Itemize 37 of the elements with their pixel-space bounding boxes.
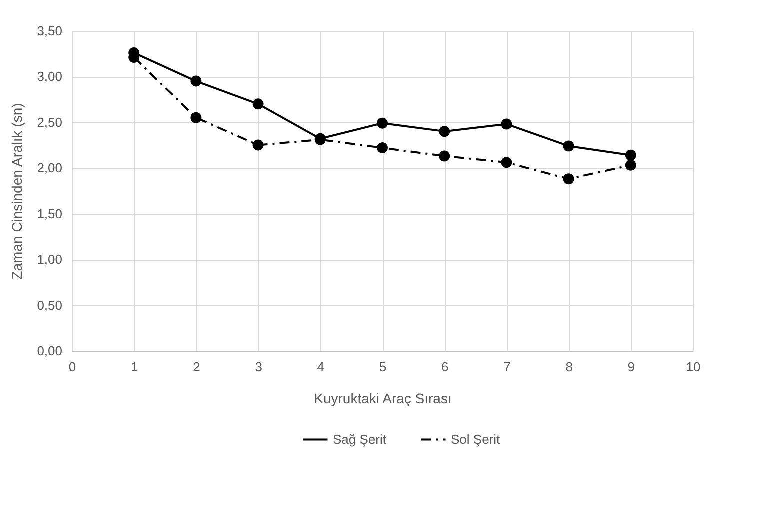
x-tick-label: 6 [441,360,449,374]
x-tick-label: 3 [255,360,262,374]
point [252,98,264,110]
y-tick-label: 3,50 [37,24,62,38]
y-axis-title: Zaman Cinsinden Aralık (sn) [9,103,26,280]
x-tick-label: 2 [193,360,200,374]
point [252,140,264,151]
legend-label: Sağ Şerit [333,432,387,447]
point [439,126,450,138]
x-tick-label: 1 [130,360,138,374]
point [625,160,636,171]
x-axis-title: Kuyruktaki Araç Sırası [314,390,452,406]
y-tick-label: 1,50 [37,206,62,222]
y-tick-label: 2,50 [37,114,62,130]
point [501,118,512,130]
x-tick-label: 10 [686,360,701,374]
point [190,112,202,124]
point [563,140,574,152]
point [439,150,450,162]
x-tick-label: 4 [317,360,325,374]
y-tick-label: 3,00 [37,69,62,84]
y-tick-label: 0,50 [37,298,62,313]
x-tick-label: 7 [504,360,511,374]
point [501,157,512,168]
x-tick-label: 8 [566,360,573,374]
y-tick-label: 2,00 [37,160,62,176]
point [190,76,202,87]
point [625,150,636,161]
point [377,118,388,129]
legend-label: Sol Şerit [451,432,501,447]
point [563,174,574,185]
point [377,142,388,154]
y-tick-label: 0,00 [37,344,62,358]
x-tick-label: 0 [68,360,76,374]
x-tick-label: 5 [379,360,387,374]
x-tick-label: 9 [628,360,636,374]
y-tick-label: 1,00 [37,252,62,268]
